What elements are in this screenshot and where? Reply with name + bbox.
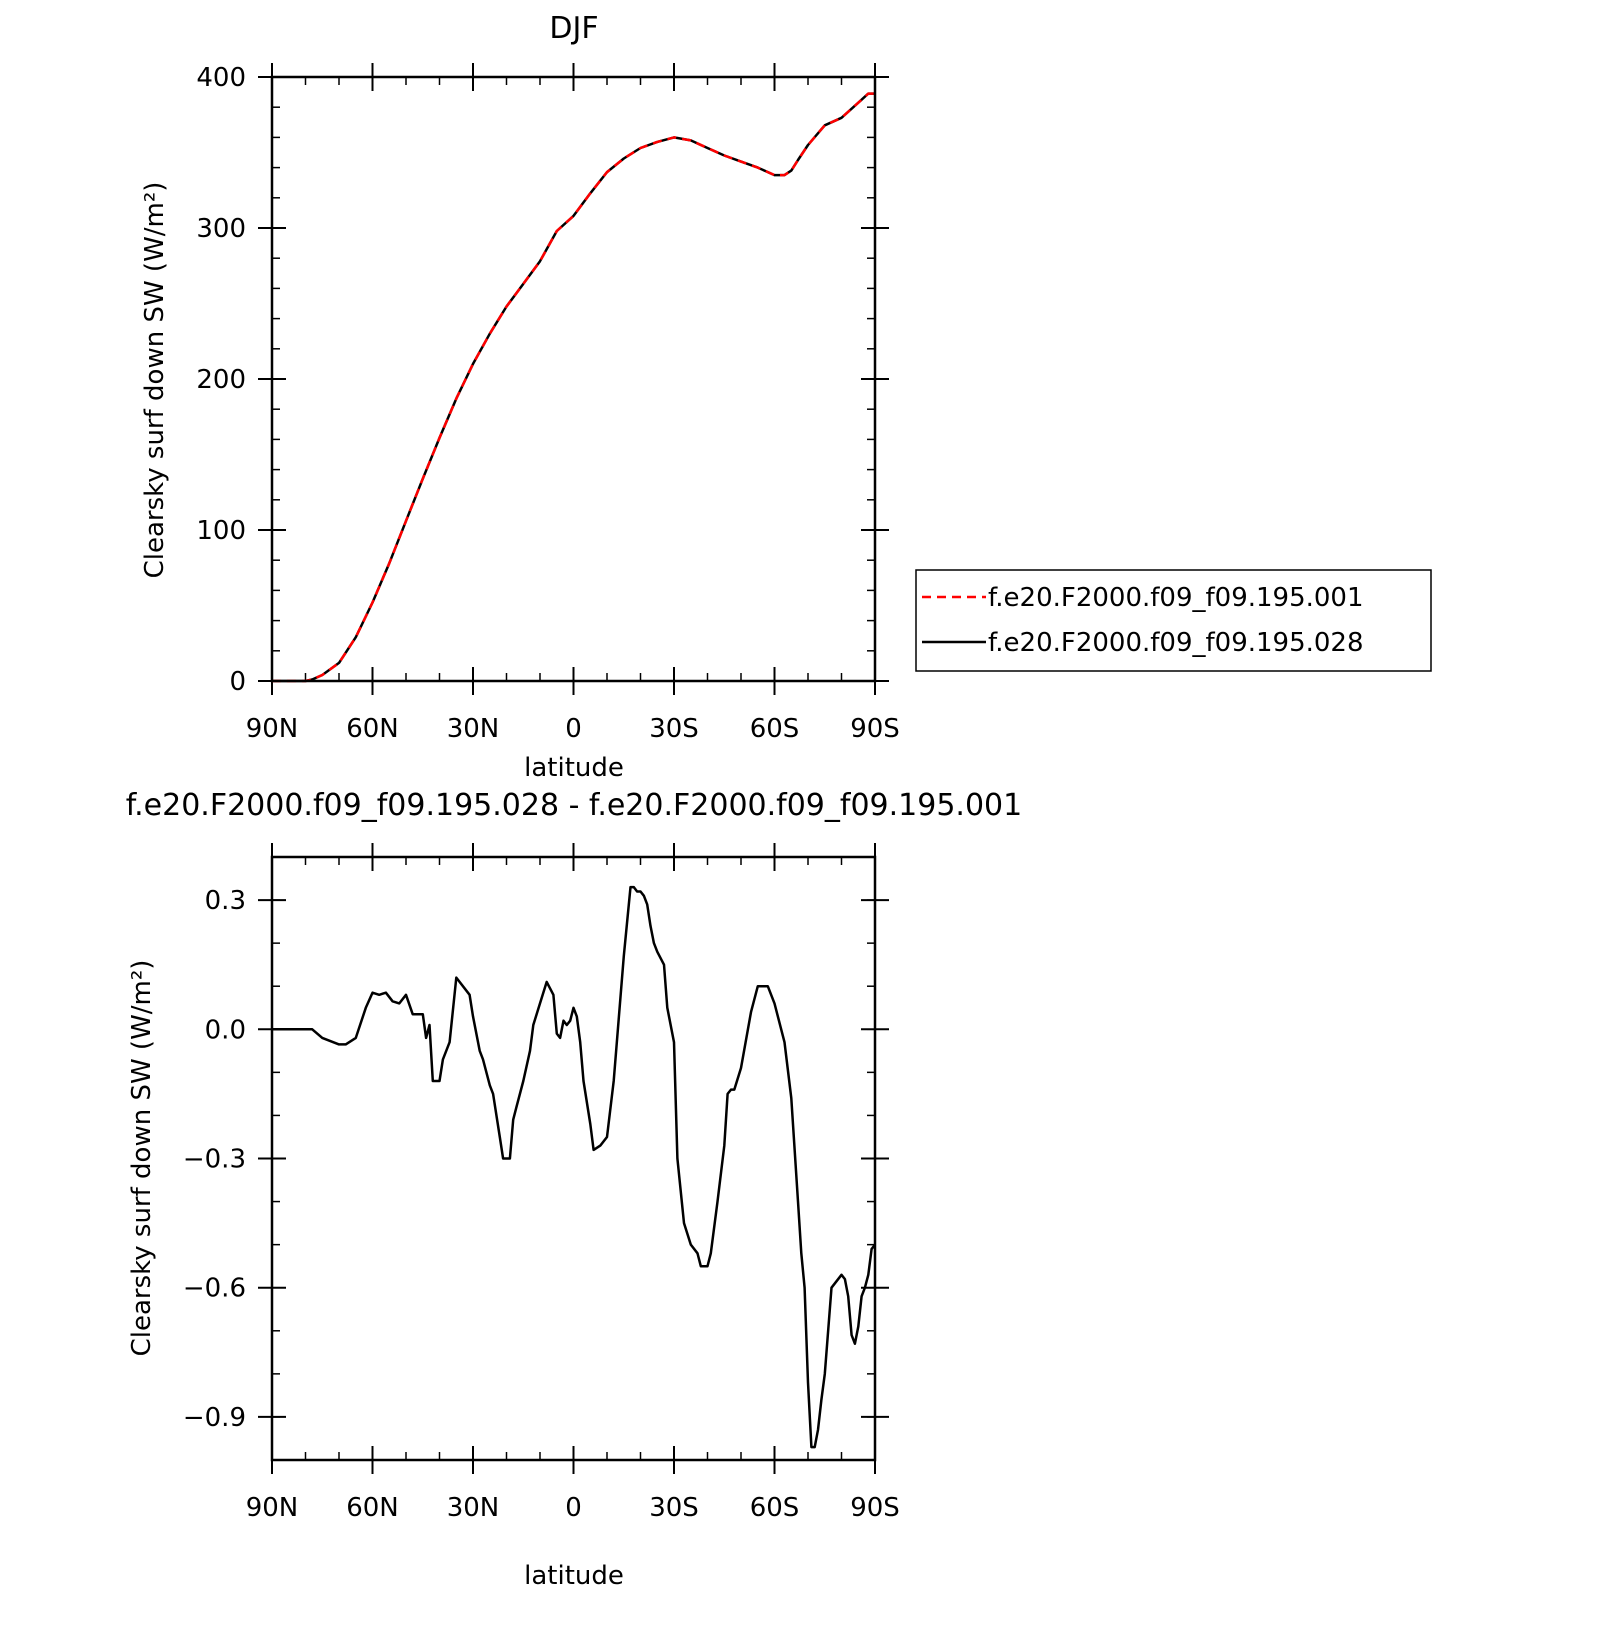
legend-entry-0: f.e20.F2000.f09_f09.195.001 <box>988 583 1364 613</box>
legend-box <box>915 569 1432 672</box>
y-tick-label: 400 <box>196 63 246 93</box>
y-tick-label: 200 <box>196 365 246 395</box>
x-tick-label: 30N <box>447 714 500 744</box>
x-tick-label: 0 <box>565 1493 582 1523</box>
top-panel-series <box>272 92 875 683</box>
x-tick-label: 90S <box>850 1493 900 1523</box>
bottom-panel-title: f.e20.F2000.f09_f09.195.028 - f.e20.F200… <box>126 788 1022 823</box>
y-tick-label: −0.9 <box>183 1403 246 1433</box>
y-tick-label: 0.0 <box>205 1015 246 1045</box>
bottom-panel: f.e20.F2000.f09_f09.195.028 - f.e20.F200… <box>126 788 1022 1591</box>
bottom-panel-frame <box>270 855 877 1462</box>
y-tick-label: −0.3 <box>183 1145 246 1175</box>
x-tick-label: 90N <box>246 714 299 744</box>
top-panel-ylabel: Clearsky surf down SW (W/m²) <box>140 182 170 579</box>
top-panel-frame <box>270 75 877 683</box>
bottom-panel-series <box>272 885 876 1449</box>
y-tick-label: 0.3 <box>205 886 246 916</box>
x-tick-label: 0 <box>565 714 582 744</box>
bottom-panel-xlabel: latitude <box>524 1561 624 1591</box>
x-tick-label: 30S <box>649 714 699 744</box>
y-tick-label: 0 <box>229 667 246 697</box>
bottom-panel-ylabel: Clearsky surf down SW (W/m²) <box>127 960 157 1357</box>
top-panel-xlabel: latitude <box>524 753 624 783</box>
top-panel-title: DJF <box>549 11 598 46</box>
y-tick-label: 100 <box>196 516 246 546</box>
x-tick-label: 60S <box>750 1493 800 1523</box>
legend: f.e20.F2000.f09_f09.195.001 f.e20.F2000.… <box>915 569 1432 672</box>
x-tick-label: 60N <box>346 714 399 744</box>
x-tick-label: 90N <box>246 1493 299 1523</box>
y-tick-label: −0.6 <box>183 1274 246 1304</box>
legend-entry-1: f.e20.F2000.f09_f09.195.028 <box>988 628 1364 658</box>
y-tick-label: 300 <box>196 214 246 244</box>
x-tick-label: 30N <box>447 1493 500 1523</box>
x-tick-label: 90S <box>850 714 900 744</box>
bottom-panel-ticks: 0.3 0.0 −0.3 −0.6 −0.9 90N 60N 30N 0 30S 60S 90S <box>183 843 900 1523</box>
x-tick-label: 60S <box>750 714 800 744</box>
series-line-0 <box>272 885 876 1449</box>
top-panel: DJF Clearsky surf down SW (W/m²) latitud… <box>140 11 900 783</box>
series-line-1 <box>272 92 875 683</box>
x-tick-label: 30S <box>649 1493 699 1523</box>
x-tick-label: 60N <box>346 1493 399 1523</box>
series-line-0 <box>272 92 875 683</box>
